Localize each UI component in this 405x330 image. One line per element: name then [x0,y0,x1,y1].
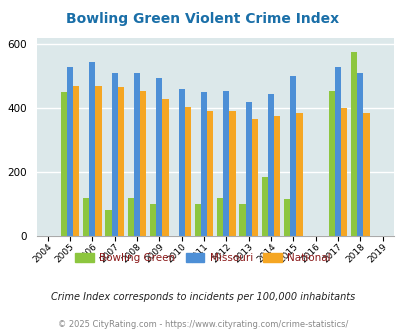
Bar [134,73,140,236]
Bar [105,211,111,236]
Bar [73,86,79,236]
Bar [296,113,302,236]
Bar [207,112,213,236]
Bar [156,78,162,236]
Bar [83,198,89,236]
Bar [251,119,258,236]
Bar [362,113,369,236]
Bar [149,204,156,236]
Bar [267,94,273,236]
Text: Bowling Green Violent Crime Index: Bowling Green Violent Crime Index [66,12,339,25]
Bar [239,204,245,236]
Bar [140,91,146,236]
Bar [340,108,347,236]
Bar [95,86,102,236]
Bar [127,198,134,236]
Bar [283,199,290,236]
Text: © 2025 CityRating.com - https://www.cityrating.com/crime-statistics/: © 2025 CityRating.com - https://www.city… [58,320,347,329]
Bar [245,102,251,236]
Legend: Bowling Green, Missouri, National: Bowling Green, Missouri, National [71,248,334,267]
Text: Crime Index corresponds to incidents per 100,000 inhabitants: Crime Index corresponds to incidents per… [51,292,354,302]
Bar [273,116,280,236]
Bar [290,76,296,236]
Bar [328,91,334,236]
Bar [356,73,362,236]
Bar [67,67,73,236]
Bar [178,89,184,236]
Bar [223,91,229,236]
Bar [111,73,117,236]
Bar [60,92,67,236]
Bar [350,52,356,236]
Bar [162,99,168,236]
Bar [184,107,191,236]
Bar [216,198,223,236]
Bar [200,92,207,236]
Bar [229,112,235,236]
Bar [334,67,340,236]
Bar [89,62,95,236]
Bar [261,177,267,236]
Bar [117,87,124,236]
Bar [194,204,200,236]
